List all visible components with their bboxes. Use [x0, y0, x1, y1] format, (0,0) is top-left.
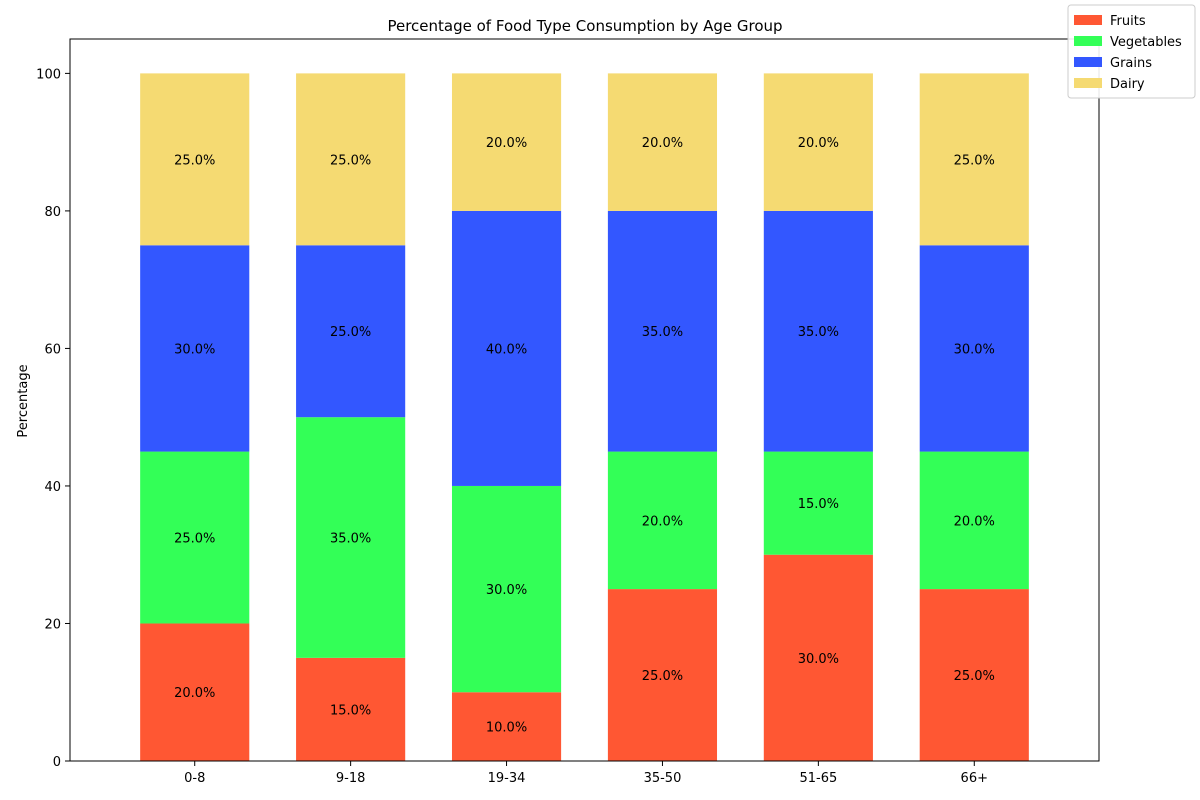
bar-segment-vegetables-35-50 — [607, 451, 718, 590]
legend-label-vegetables: Vegetables — [1110, 35, 1182, 50]
bar-segment-grains-0-8 — [140, 245, 250, 452]
data-label: 20.0% — [642, 514, 683, 529]
legend-swatch-dairy — [1074, 78, 1102, 88]
bar-segment-dairy-19-34 — [451, 73, 562, 211]
data-label: 15.0% — [330, 703, 371, 718]
bar-segment-vegetables-66+ — [919, 451, 1029, 590]
bar-segment-grains-19-34 — [451, 210, 562, 486]
x-tick-label: 0-8 — [184, 771, 205, 786]
data-label: 20.0% — [486, 136, 527, 151]
bar-segment-dairy-66+ — [919, 73, 1029, 246]
y-tick-label: 60 — [44, 342, 61, 357]
data-label: 25.0% — [642, 669, 683, 684]
bar-segment-grains-51-65 — [763, 210, 873, 452]
legend-swatch-vegetables — [1074, 36, 1102, 46]
data-label: 20.0% — [642, 136, 683, 151]
y-tick-label: 0 — [53, 755, 61, 770]
x-tick-label: 9-18 — [336, 771, 366, 786]
bar-segment-fruits-66+ — [919, 589, 1029, 761]
data-label: 40.0% — [486, 342, 527, 357]
bar-segment-dairy-35-50 — [607, 73, 718, 211]
data-label: 25.0% — [174, 153, 215, 168]
legend-swatch-grains — [1074, 57, 1102, 67]
y-tick-label: 40 — [44, 480, 61, 495]
y-tick-label: 100 — [36, 67, 61, 82]
data-label: 30.0% — [798, 652, 839, 667]
data-label: 20.0% — [954, 514, 995, 529]
data-label: 35.0% — [330, 532, 371, 547]
plot-frame — [69, 38, 1100, 762]
bar-segment-dairy-9-18 — [296, 73, 406, 246]
legend-label-fruits: Fruits — [1110, 14, 1146, 29]
legend-label-dairy: Dairy — [1110, 77, 1145, 92]
legend-label-grains: Grains — [1110, 56, 1152, 71]
y-tick-label: 20 — [44, 617, 61, 632]
bar-segment-dairy-0-8 — [140, 73, 250, 246]
bar-segment-vegetables-9-18 — [296, 417, 406, 658]
data-label: 10.0% — [486, 721, 527, 736]
data-label: 35.0% — [798, 325, 839, 340]
bar-segment-grains-35-50 — [607, 210, 718, 452]
legend: Fruits Vegetables Grains Dairy — [1067, 4, 1196, 99]
bar-segment-fruits-9-18 — [296, 657, 406, 761]
chart-title: Percentage of Food Type Consumption by A… — [387, 17, 782, 35]
bar-segment-vegetables-0-8 — [140, 451, 250, 624]
x-tick-label: 35-50 — [644, 771, 682, 786]
legend-swatch-fruits — [1074, 15, 1102, 25]
data-label: 30.0% — [486, 583, 527, 598]
legend-box — [1067, 4, 1196, 99]
data-label: 25.0% — [954, 669, 995, 684]
plot-area: 20.0% 25.0% 30.0% 25.0% 15.0% 35.0% 25.0% 25.0%… — [140, 73, 1029, 761]
x-tick-label: 19-34 — [488, 771, 526, 786]
bar-segment-dairy-51-65 — [763, 73, 873, 211]
data-label: 30.0% — [954, 342, 995, 357]
data-label: 35.0% — [642, 325, 683, 340]
bar-segment-fruits-0-8 — [140, 623, 250, 761]
bar-segment-fruits-51-65 — [763, 554, 873, 761]
bar-segment-grains-9-18 — [296, 245, 406, 418]
data-label: 25.0% — [174, 532, 215, 547]
x-tick-label: 51-65 — [799, 771, 837, 786]
data-label: 20.0% — [798, 136, 839, 151]
data-label: 15.0% — [798, 497, 839, 512]
axes: 0 20 40 60 80 100 0-8 9-18 19-34 35-50 51-65 66+ — [36, 38, 1100, 786]
bar-segment-vegetables-19-34 — [451, 485, 562, 693]
data-label: 25.0% — [330, 325, 371, 340]
y-tick-label: 80 — [44, 205, 61, 220]
data-label: 30.0% — [174, 342, 215, 357]
x-tick-label: 66+ — [961, 771, 988, 786]
data-label: 25.0% — [954, 153, 995, 168]
bar-segment-fruits-19-34 — [451, 692, 562, 761]
y-axis-label: Percentage — [16, 364, 31, 437]
data-label: 25.0% — [330, 153, 371, 168]
bar-segment-fruits-35-50 — [607, 589, 718, 761]
bar-segment-vegetables-51-65 — [763, 451, 873, 555]
data-label: 20.0% — [174, 686, 215, 701]
bar-segment-grains-66+ — [919, 245, 1029, 452]
